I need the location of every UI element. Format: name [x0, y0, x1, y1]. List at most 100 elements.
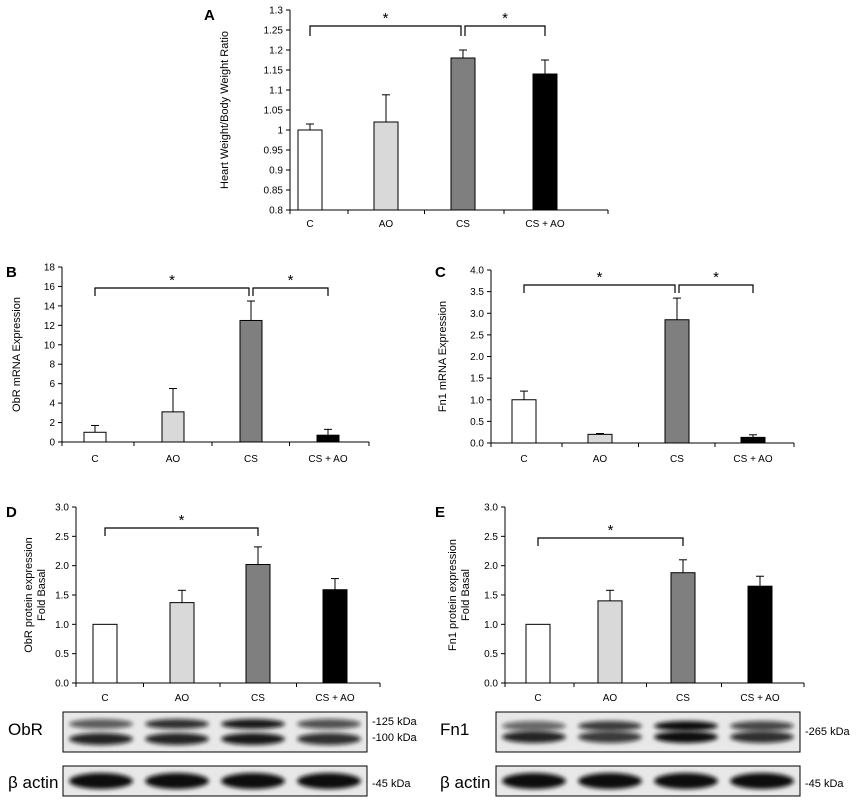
blot-band	[145, 733, 209, 745]
significance-star: *	[713, 269, 719, 286]
bar-c	[83, 431, 107, 443]
y-tick-label: 1.1	[269, 86, 283, 97]
blot-panel-E: β actin -45 kDa	[440, 765, 844, 797]
y-tick-label: 2.0	[55, 561, 69, 572]
y-tick-label: 1.0	[470, 395, 484, 406]
y-tick-label: 8	[49, 360, 55, 371]
bar-ao	[597, 600, 623, 684]
blot-band	[654, 731, 718, 743]
blot-label: β actin	[8, 773, 58, 792]
y-tick-label: 3.0	[470, 309, 484, 320]
y-axis-label: ObR protein expressionFold Basal	[23, 537, 48, 653]
y-axis-label-line: Fn1 protein expression	[447, 539, 459, 651]
significance-star: *	[608, 522, 614, 539]
y-tick-label: 1	[277, 126, 283, 137]
bar-cs-ao	[740, 436, 766, 444]
y-tick-label: 2.5	[55, 532, 69, 543]
x-tick-label: AO	[166, 454, 181, 465]
bar-c	[297, 129, 323, 211]
y-tick-label: 18	[44, 263, 56, 274]
panel-letter: C	[435, 264, 446, 281]
bar-c	[511, 399, 537, 444]
y-tick-label: 0.0	[484, 679, 498, 690]
x-tick-label: CS	[670, 454, 684, 465]
blot-panel-E: Fn1 -265 kDa	[440, 711, 851, 753]
bar-ao	[161, 411, 185, 443]
x-tick-label: CS	[244, 454, 258, 465]
blot-band	[69, 733, 133, 745]
panel-letter: B	[6, 264, 17, 281]
significance-bracket	[537, 537, 684, 546]
blot-band	[221, 773, 285, 789]
y-tick-label: 6	[49, 379, 55, 390]
x-tick-label: AO	[175, 693, 190, 704]
significance-bracket	[309, 25, 462, 36]
y-tick-label: 10	[44, 340, 56, 351]
blot-band	[297, 733, 361, 745]
blot-panel-D: β actin -45 kDa	[8, 765, 411, 797]
x-tick-label: CS	[456, 219, 470, 230]
y-axis-label: Heart Weight/Body Weight Ratio	[219, 31, 231, 189]
blot-band	[654, 721, 718, 731]
significance-bracket	[104, 527, 259, 536]
bar-c	[92, 623, 118, 684]
y-tick-label: 4	[49, 399, 55, 410]
y-tick-label: 0.5	[470, 417, 484, 428]
significance-bracket	[464, 25, 546, 36]
y-tick-label: 3.0	[484, 503, 498, 514]
y-tick-label: 0.8	[269, 206, 283, 217]
y-axis-label: Fn1 mRNA Expression	[437, 301, 449, 412]
significance-bracket	[94, 287, 250, 296]
blot-band	[578, 721, 642, 731]
y-tick-label: 0.85	[264, 186, 284, 197]
chart-panel-D: D 0.0 0.5 1.0 1.5 2.0 2.5 3.0 C AO CS CS + AO ObR pr…	[6, 503, 381, 704]
blot-band	[730, 721, 794, 731]
significance-bracket	[678, 284, 754, 293]
x-tick-label: AO	[603, 693, 618, 704]
blot-band	[297, 773, 361, 789]
y-tick-label: 2.5	[470, 330, 484, 341]
y-tick-label: 0.5	[484, 649, 498, 660]
y-axis-label: ObR mRNA Expression	[11, 297, 23, 412]
x-tick-label: AO	[379, 219, 394, 230]
blot-marker: -45 kDa	[805, 778, 844, 790]
blot-marker: -100 kDa	[372, 732, 418, 744]
y-tick-label: 0.0	[470, 439, 484, 450]
significance-star: *	[288, 272, 294, 289]
blot-label: ObR	[8, 720, 43, 739]
blot-band	[297, 719, 361, 729]
y-tick-label: 0.5	[55, 649, 69, 660]
bar-ao	[587, 433, 613, 444]
blot-band	[69, 773, 133, 789]
y-tick-label: 1.5	[55, 591, 69, 602]
bar-cs-ao	[316, 434, 340, 443]
bar-cs-ao	[322, 589, 348, 684]
bar-c	[525, 623, 551, 684]
y-axis-label-line: Fold Basal	[460, 569, 472, 621]
y-tick-label: 1.5	[470, 374, 484, 385]
y-tick-label: 2.5	[484, 532, 498, 543]
y-tick-label: 1.25	[264, 26, 284, 37]
y-tick-label: 0.9	[269, 166, 283, 177]
significance-star: *	[179, 512, 185, 529]
y-tick-label: 1.15	[264, 66, 284, 77]
x-tick-label: C	[91, 454, 98, 465]
x-tick-label: AO	[593, 454, 608, 465]
blot-band	[730, 731, 794, 743]
bar-cs	[664, 319, 690, 444]
blot-band	[654, 773, 718, 789]
x-tick-label: C	[101, 693, 108, 704]
y-axis-label-line: Fold Basal	[36, 569, 48, 621]
blot-marker: -265 kDa	[805, 726, 851, 738]
blot-band	[502, 731, 566, 743]
chart-panel-A: A 0.8 0.85 0.9 0.95 1 1.05 1.1 1.15 1.2 1.25 1.3 C AO…	[204, 6, 609, 230]
blot-marker: -45 kDa	[372, 778, 411, 790]
panel-letter: D	[6, 504, 17, 521]
y-tick-label: 1.3	[269, 6, 283, 17]
x-tick-label: CS + AO	[525, 219, 564, 230]
x-tick-label: C	[534, 693, 541, 704]
blot-band	[221, 719, 285, 729]
y-tick-label: 1.0	[484, 620, 498, 631]
x-tick-label: CS	[251, 693, 265, 704]
bar-cs-ao	[747, 585, 773, 684]
